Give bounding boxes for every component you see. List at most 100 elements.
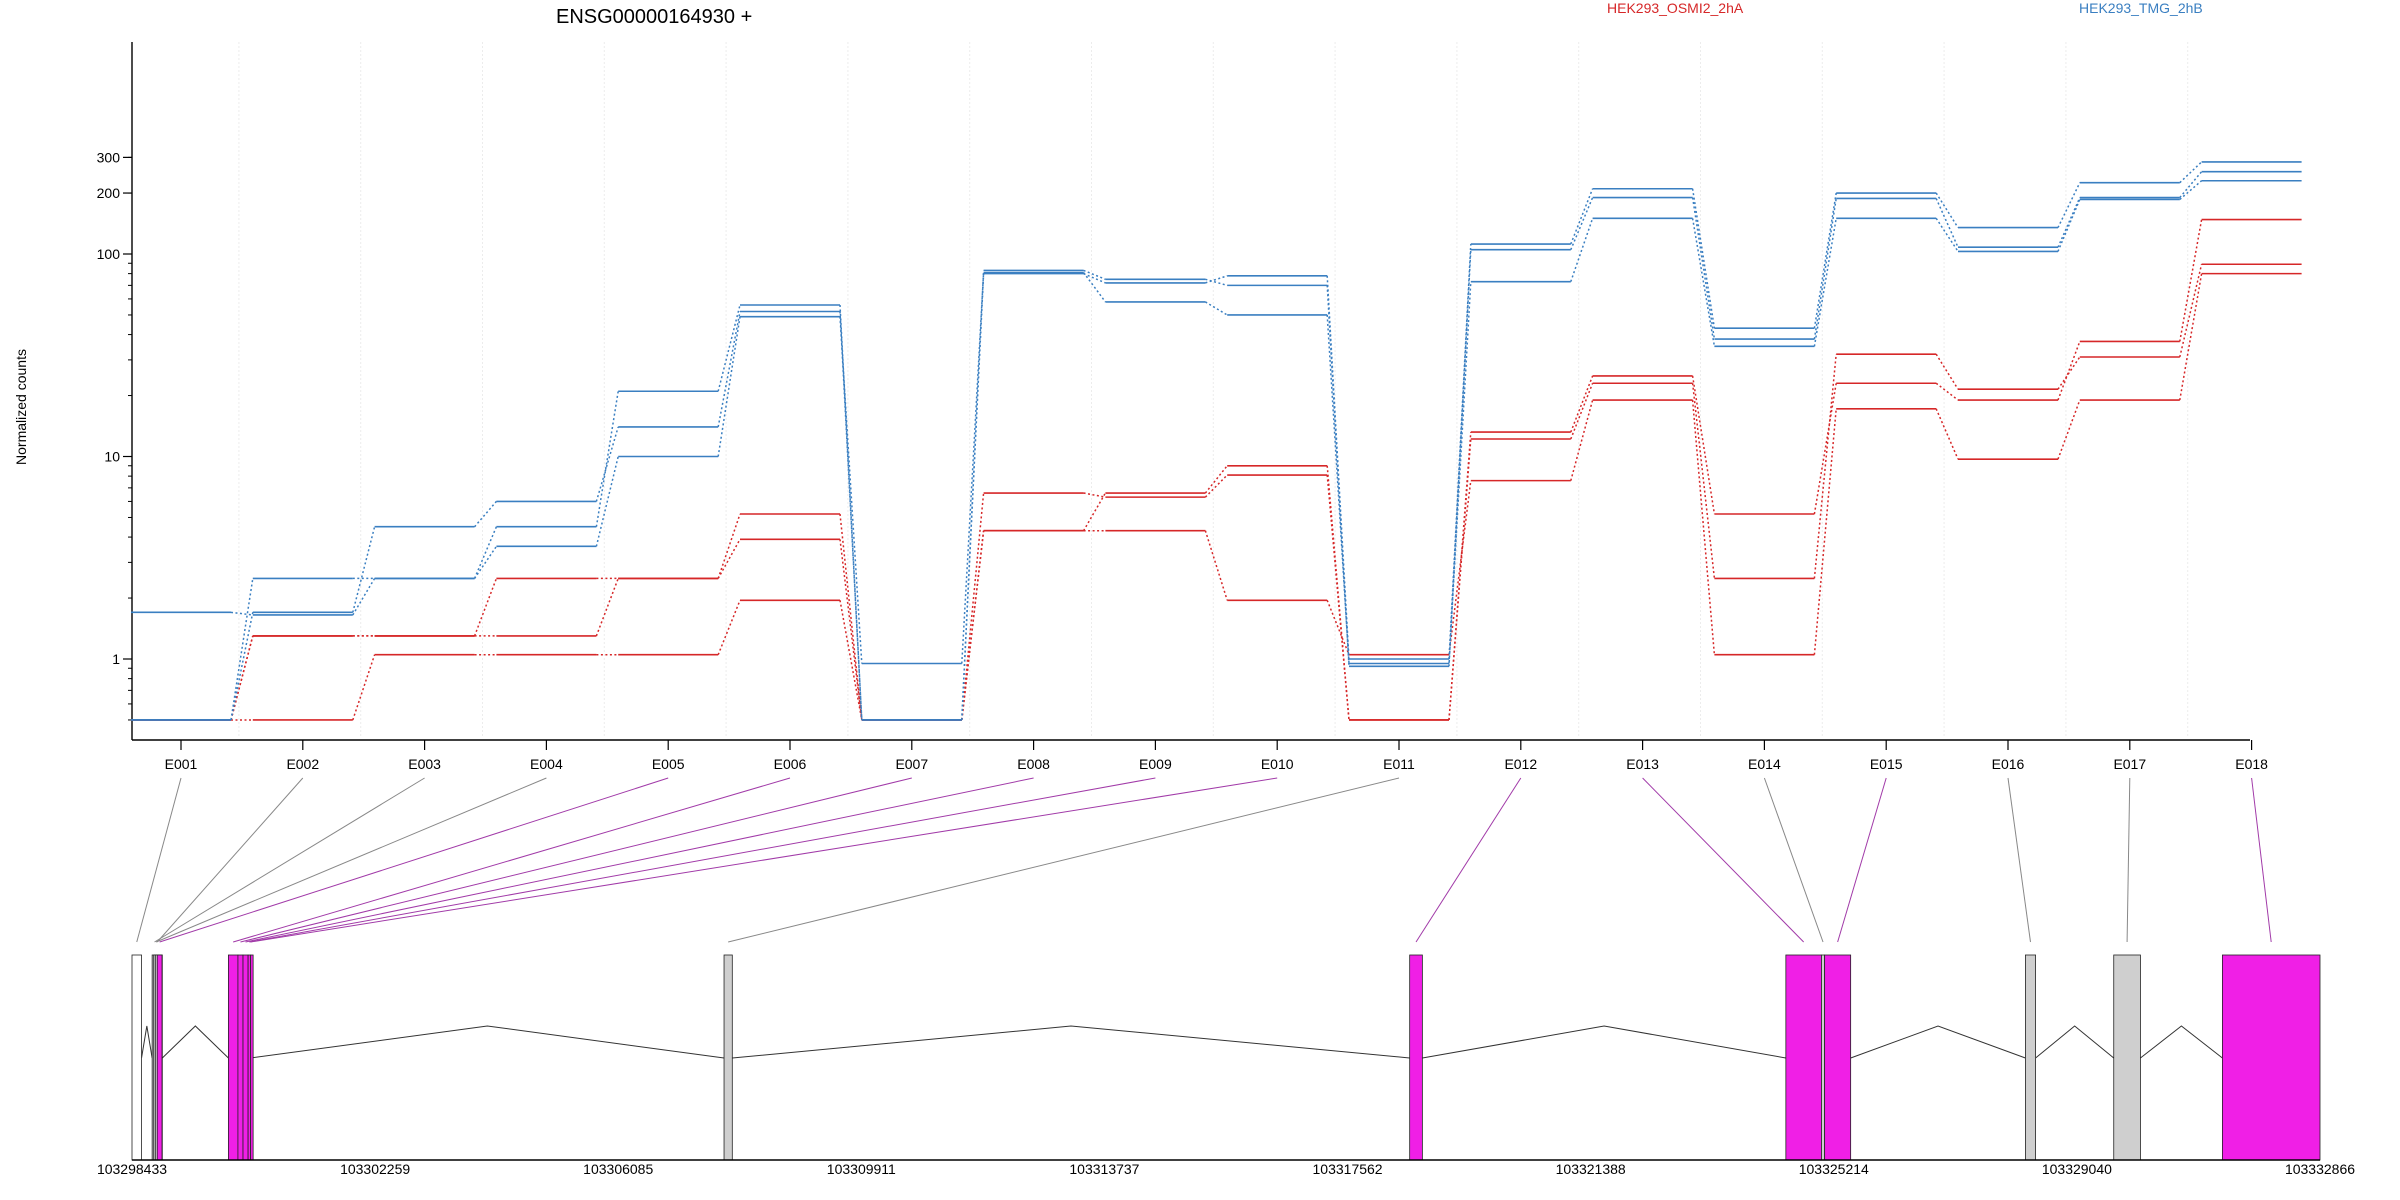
genomic-coordinate-axis: 103298433 103302259 103306085 103309911 1033… [97, 1159, 2355, 1177]
exon-connectors [136, 777, 2272, 943]
coordinate-tick-label: 103313737 [1069, 1161, 1139, 1177]
series-connector [839, 316, 863, 664]
coordinate-tick-label: 103332866 [2285, 1161, 2355, 1177]
series-connector [1691, 188, 1716, 329]
x-tick-label: E009 [1139, 756, 1172, 772]
series-connector [1570, 399, 1594, 481]
series-connector [1326, 599, 1350, 655]
series-connector [1082, 492, 1107, 532]
series-connector [1691, 399, 1716, 655]
coordinate-tick-label: 103298433 [97, 1161, 167, 1177]
series-connector [1204, 474, 1228, 498]
series-connector [1204, 465, 1228, 494]
x-tick-label: E004 [530, 756, 563, 772]
exon-connector-e004 [155, 777, 547, 943]
x-axis: E001 E002 E003 E004 E005 E006 E007 E008 E009 E010… [132, 739, 2268, 772]
series-connector [1205, 275, 1228, 284]
legend-item-tmg: HEK293_TMG_2hB [2079, 0, 2203, 16]
series-connector [1691, 383, 1716, 579]
x-tick-label: E005 [652, 756, 685, 772]
exon-e017 [2113, 954, 2141, 1161]
series-3 [131, 218, 2302, 721]
x-tick-label: E015 [1870, 756, 1903, 772]
series-connector [230, 635, 254, 721]
series-connector [230, 578, 254, 721]
series-connector [595, 456, 619, 547]
y-tick-label: 300 [97, 149, 121, 165]
x-tick-label: E011 [1383, 756, 1415, 772]
series-connector [352, 578, 376, 616]
series-connector [1570, 197, 1594, 250]
exon-connector-e003 [154, 777, 425, 943]
series-connector [2179, 171, 2203, 199]
coordinate-tick-label: 103325214 [1799, 1161, 1869, 1177]
x-tick-label: E013 [1626, 756, 1659, 772]
series-connector [1205, 301, 1228, 316]
exon-connector-e017 [2126, 777, 2131, 943]
series-connector [1448, 432, 1472, 721]
exon-e013 [1785, 954, 1822, 1161]
series-connector [1448, 249, 1472, 667]
exon-connector-e012 [1415, 777, 1522, 943]
exon-e006 [227, 954, 239, 1161]
y-tick-label: 100 [97, 246, 121, 262]
series-connector [839, 304, 863, 720]
series-connector [1570, 382, 1594, 440]
series-connector [717, 538, 741, 579]
x-tick-label: E006 [774, 756, 807, 772]
exon-connector-e015 [1837, 777, 1887, 943]
series-connector [1691, 197, 1716, 340]
series-connector [1813, 408, 1837, 655]
series-2 [131, 272, 2302, 721]
series-connector [230, 612, 254, 721]
series-connector [1813, 192, 1837, 329]
series-connector [2179, 273, 2203, 401]
series-connector [839, 311, 863, 720]
exon-connector-e007 [240, 777, 912, 943]
series-connector [2057, 399, 2081, 460]
series-connector [1082, 272, 1107, 303]
exon-connector-e018 [2251, 777, 2272, 943]
exon-e012 [1409, 954, 1423, 1161]
series-connector [1326, 314, 1350, 664]
series-connector [2057, 182, 2081, 228]
series-connector [2179, 180, 2203, 200]
exon-e016 [2025, 954, 2036, 1161]
intron-line [250, 1025, 725, 1059]
series-connector [2179, 219, 2203, 342]
exon-e010 [250, 954, 254, 1161]
y-tick-label: 1 [112, 651, 120, 667]
intron-line [161, 1025, 229, 1059]
series-connector [474, 500, 497, 528]
intron-line [1422, 1025, 1786, 1059]
series-connector [1083, 272, 1106, 284]
series-connector [1935, 353, 1959, 390]
x-tick-label: E008 [1017, 756, 1050, 772]
exon-connector-e011 [728, 777, 1400, 943]
intron-line [2035, 1025, 2115, 1059]
x-tick-label: E010 [1261, 756, 1294, 772]
series-connector [595, 578, 619, 637]
series-connector [473, 545, 498, 579]
exon-connector-e008 [245, 777, 1034, 943]
exon-connector-e009 [249, 777, 1156, 943]
series-4 [131, 179, 2302, 665]
exon-connector-e002 [156, 777, 304, 943]
coordinate-tick-label: 103302259 [340, 1161, 410, 1177]
series-connector [1813, 198, 1837, 340]
series-connector [1691, 218, 1716, 347]
series-connector [2057, 356, 2081, 390]
y-tick-label: 10 [104, 449, 120, 465]
coordinate-tick-label: 103321388 [1556, 1161, 1626, 1177]
exon-e018 [2221, 954, 2321, 1161]
x-tick-label: E007 [895, 756, 928, 772]
exon-e005 [156, 954, 163, 1161]
series-connector [595, 426, 619, 502]
exon-e008 [242, 954, 249, 1161]
series-connector [717, 304, 741, 392]
exon-connector-e010 [250, 777, 1278, 943]
coordinate-tick-label: 103309911 [827, 1161, 896, 1177]
coordinate-tick-label: 103329040 [2042, 1161, 2112, 1177]
series-connector [473, 578, 498, 637]
